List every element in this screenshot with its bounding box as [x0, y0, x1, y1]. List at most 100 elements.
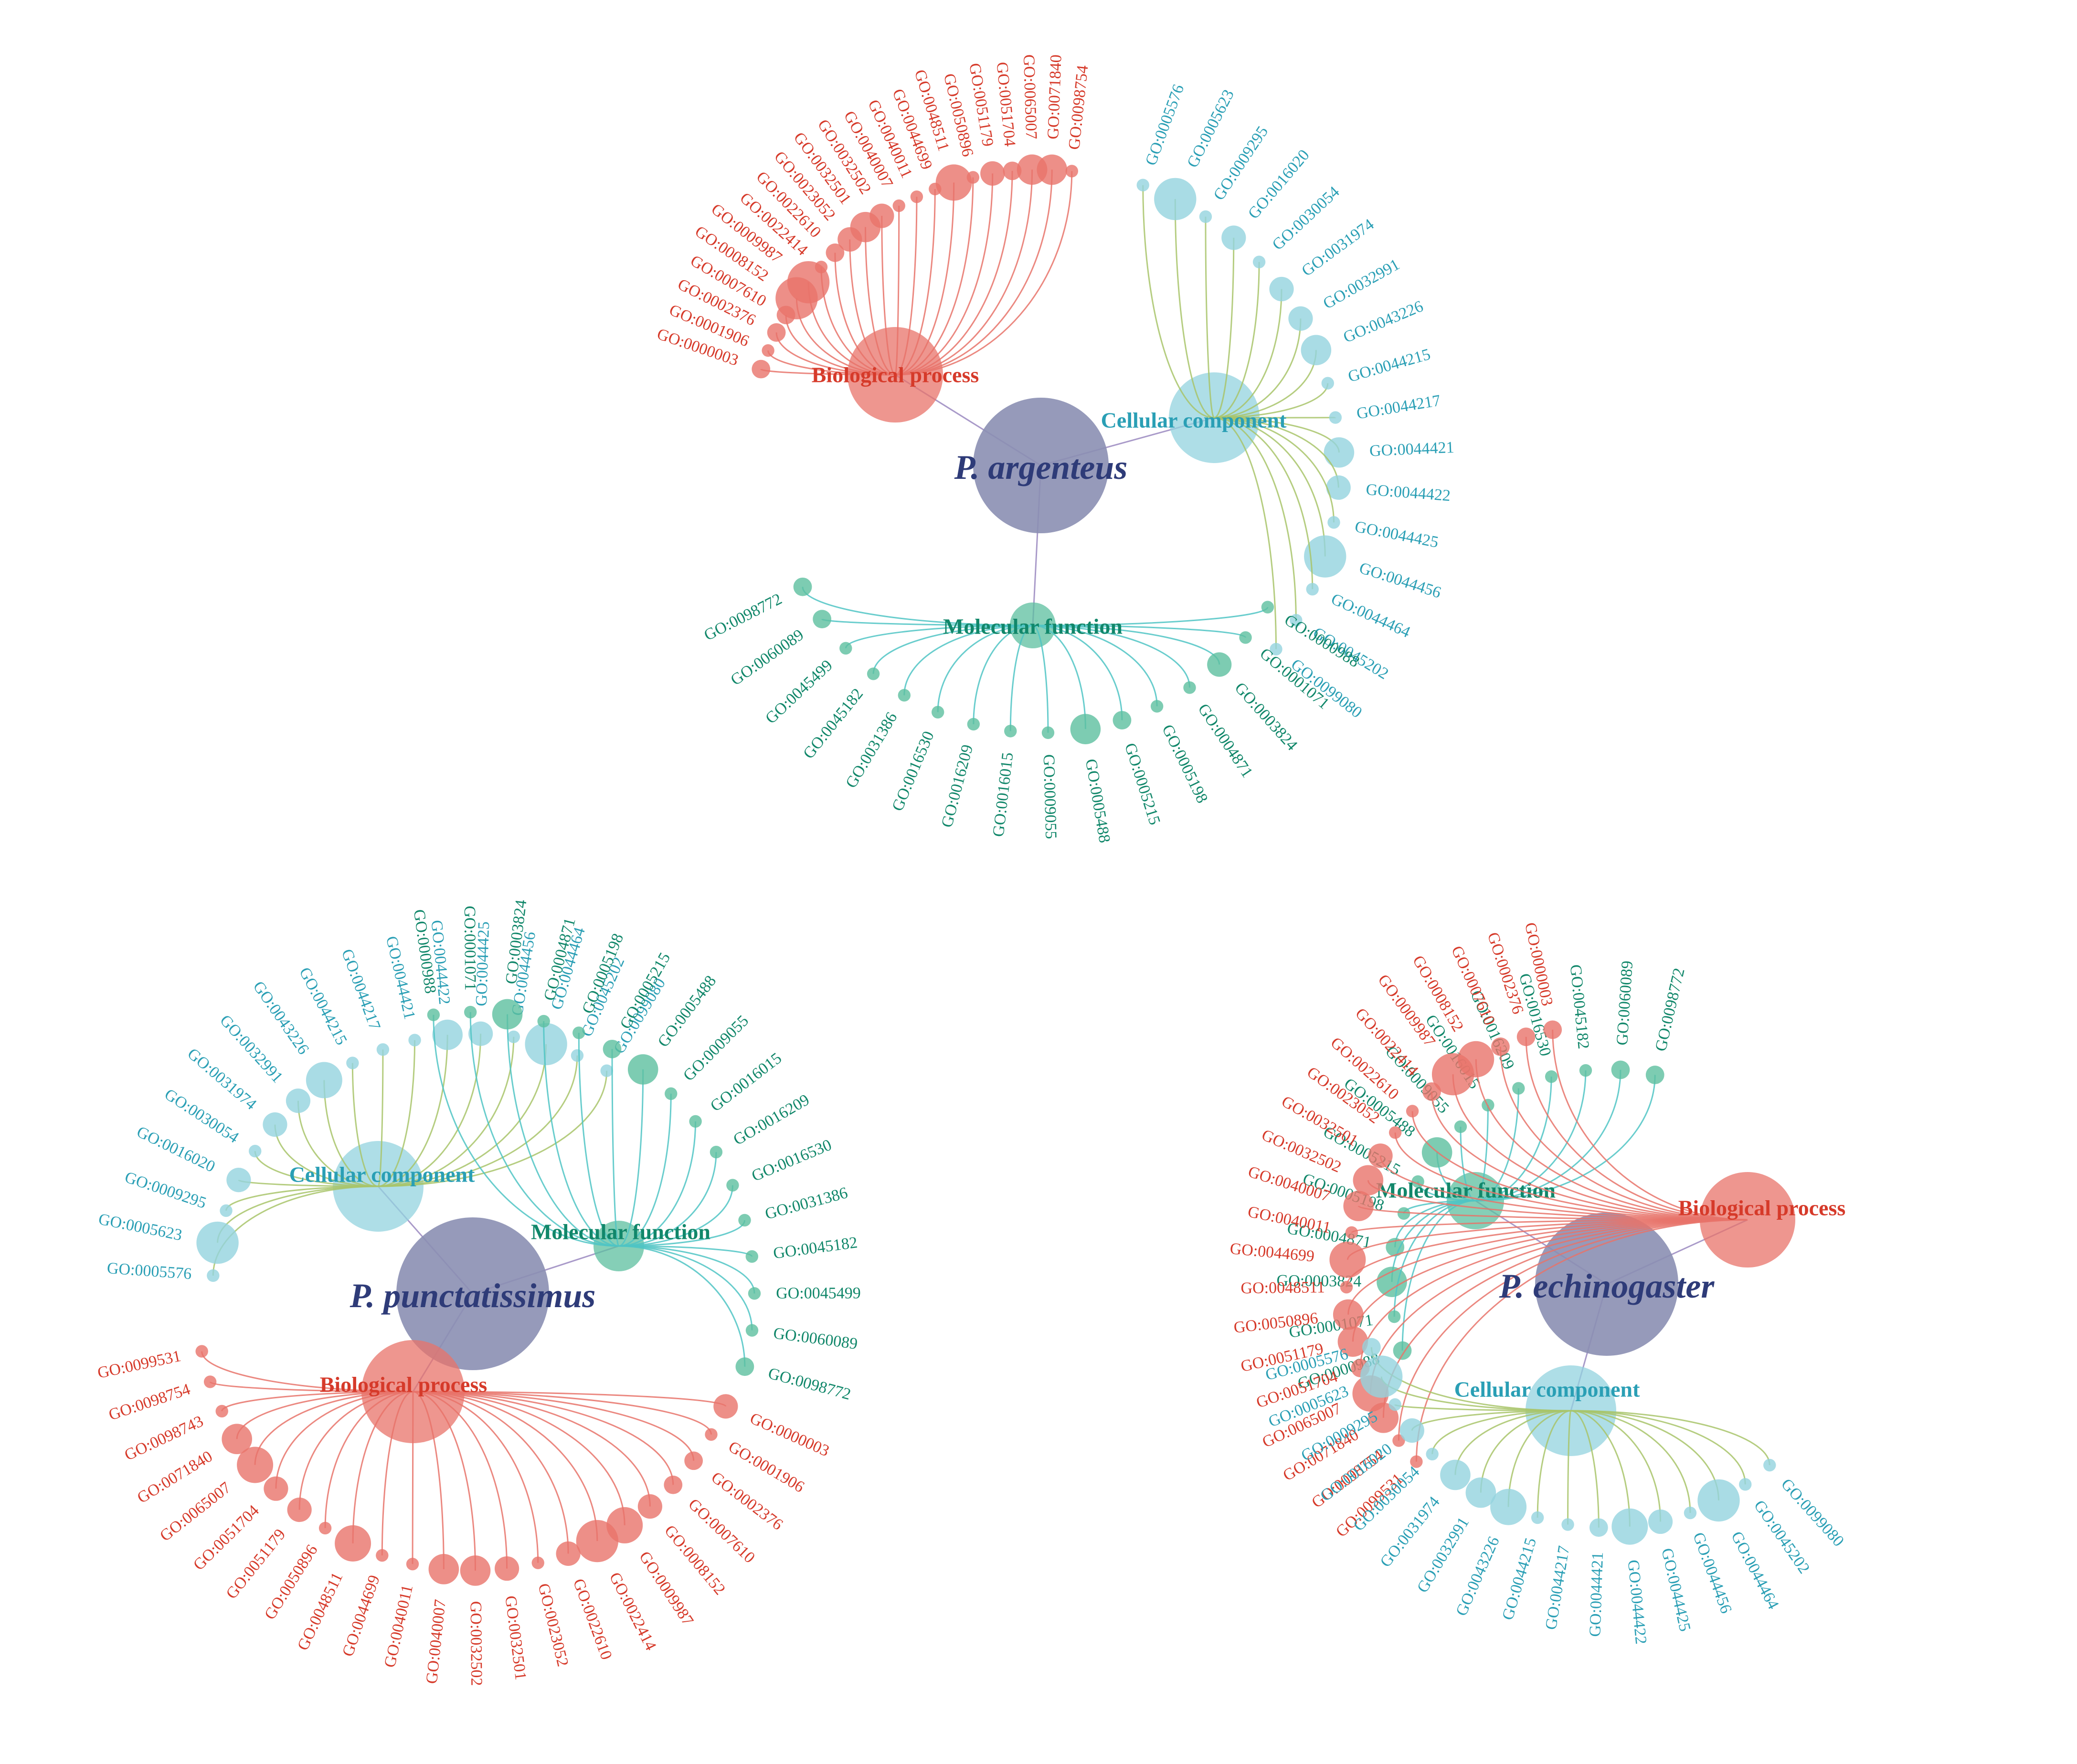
p-argenteus-edge-go-0030054: [1214, 262, 1260, 419]
p-echinogaster-term-node-go-0044456: [1684, 1506, 1697, 1520]
p-echinogaster-term-label-go-0044699: GO:0044699: [1229, 1240, 1315, 1266]
p-punctatissimus-term-node-go-0098743: [215, 1405, 228, 1418]
p-argenteus-term-label-go-0098754: GO:0098754: [1065, 64, 1091, 150]
p-punctatissimus-term-label-go-0045182: GO:0045182: [772, 1234, 858, 1262]
p-echinogaster-edge-go-0022414: [1431, 1091, 1748, 1221]
p-echinogaster-edge-go-0000988: [1401, 1200, 1476, 1351]
p-punctatissimus-edge-go-0002376: [413, 1391, 695, 1461]
p-argenteus-term-node-go-0001906: [762, 344, 774, 357]
p-echinogaster-term-node-go-0045202: [1739, 1478, 1752, 1491]
p-echinogaster-term-node-go-0001071: [1388, 1310, 1401, 1323]
p-argenteus-term-node-go-0044425: [1327, 516, 1340, 529]
p-punctatissimus-term-node-go-0071840: [222, 1424, 252, 1455]
p-argenteus-term-label-go-0045182: GO:0045182: [800, 685, 867, 762]
p-echinogaster-term-node-go-0044425: [1648, 1509, 1673, 1534]
p-echinogaster-term-node-go-0071840: [1368, 1403, 1399, 1433]
p-echinogaster-term-node-go-0000988: [1393, 1341, 1412, 1360]
p-punctatissimus-edge-go-0030054: [254, 1151, 379, 1187]
p-argenteus-edge-go-0065007: [895, 169, 1033, 376]
p-argenteus-term-label-go-0044456: GO:0044456: [1357, 559, 1443, 602]
p-punctatissimus-edge-go-0044422: [378, 1035, 448, 1187]
p-punctatissimus-term-label-go-0098772: GO:0098772: [766, 1364, 853, 1404]
p-argenteus-edge-go-0044464: [1214, 417, 1314, 590]
p-echinogaster-term-node-go-0099531: [1410, 1455, 1423, 1468]
p-punctatissimus-term-node-go-0043226: [306, 1062, 342, 1099]
p-punctatissimus-edge-go-0044215: [351, 1063, 379, 1187]
p-punctatissimus-term-label-go-0044699: GO:0044699: [339, 1573, 383, 1659]
p-punctatissimus-edge-go-0032501: [413, 1391, 508, 1569]
p-punctatissimus-term-node-go-0044464: [525, 1023, 567, 1066]
p-punctatissimus-term-node-go-0005623: [196, 1221, 239, 1264]
p-argenteus-edge-go-0045182: [872, 624, 1033, 674]
p-punctatissimus-term-node-go-0040011: [406, 1557, 419, 1571]
p-punctatissimus-edge-go-0016015: [618, 1121, 697, 1247]
p-argenteus-term-node-go-0045182: [867, 667, 880, 680]
p-punctatissimus-term-label-go-0009055: GO:0009055: [680, 1012, 752, 1085]
p-argenteus-edge-go-0032991: [1214, 318, 1302, 419]
p-argenteus-term-label-go-0044217: GO:0044217: [1356, 391, 1442, 423]
p-echinogaster-term-node-go-0044422: [1611, 1508, 1648, 1545]
p-echinogaster-edge-go-0007610: [1499, 1046, 1748, 1221]
p-punctatissimus-edge-go-0050896: [324, 1391, 413, 1528]
p-argenteus-term-node-go-0050896: [966, 171, 980, 184]
p-argenteus-edge-go-0004871: [1032, 624, 1191, 688]
p-punctatissimus-term-node-go-0001906: [705, 1428, 718, 1441]
p-echinogaster-edge-go-0043226: [1507, 1410, 1571, 1507]
p-echinogaster-term-node-go-0002376: [1516, 1027, 1536, 1046]
p-argenteus-term-node-go-0016020: [1221, 225, 1246, 250]
p-argenteus-edge-go-0045202: [1214, 417, 1297, 621]
p-punctatissimus-term-node-go-0065007: [237, 1447, 274, 1483]
p-argenteus-term-node-go-0043226: [1301, 335, 1332, 366]
p-punctatissimus-edge-go-0045202: [378, 1055, 578, 1187]
p-punctatissimus-term-label-go-0098754: GO:0098754: [106, 1380, 192, 1424]
p-echinogaster-term-node-go-0050896: [1333, 1299, 1364, 1330]
p-punctatissimus-term-label-go-0022610: GO:0022610: [570, 1576, 615, 1662]
p-punctatissimus-term-node-go-0060089: [745, 1324, 759, 1337]
p-argenteus-term-label-go-0071840: GO:0071840: [1044, 54, 1065, 140]
p-punctatissimus-edge-go-0044421: [378, 1040, 416, 1187]
p-argenteus-edge-go-0005198: [1032, 624, 1158, 707]
p-punctatissimus-species-label: P. punctatissimus: [350, 1277, 596, 1315]
p-argenteus-cc-category-label: Cellular component: [1101, 408, 1287, 433]
p-argenteus-term-label-go-0098772: GO:0098772: [701, 590, 785, 644]
p-punctatissimus-term-node-go-0044215: [346, 1056, 359, 1069]
p-punctatissimus-edge-go-0016209: [618, 1152, 717, 1247]
p-punctatissimus-term-node-go-0098754: [203, 1375, 217, 1388]
p-echinogaster-edge-go-0022610: [1411, 1111, 1748, 1221]
p-argenteus-edge-go-0051704: [895, 170, 1013, 376]
p-argenteus-term-node-go-0005576: [1136, 179, 1149, 191]
p-argenteus-term-node-go-0005215: [1113, 711, 1132, 729]
p-argenteus-edge-go-0016530: [937, 624, 1033, 712]
p-punctatissimus-term-node-go-0000988: [427, 1008, 440, 1021]
p-echinogaster-term-label-go-0044456: GO:0044456: [1689, 1530, 1735, 1616]
p-echinogaster-term-node-go-0005198: [1397, 1207, 1410, 1220]
p-argenteus-edge-go-0045499: [845, 624, 1033, 649]
p-argenteus-edge-go-0005488: [1032, 624, 1086, 729]
p-echinogaster-term-node-go-0044217: [1561, 1518, 1574, 1531]
p-argenteus-mf-category-label: Molecular function: [943, 614, 1123, 639]
p-punctatissimus-term-node-go-0048511: [335, 1525, 371, 1562]
p-punctatissimus-term-node-go-0031974: [263, 1112, 287, 1137]
p-echinogaster-term-node-go-0048511: [1340, 1280, 1353, 1294]
p-punctatissimus-edge-go-0009055: [618, 1093, 672, 1247]
p-argenteus-edge-go-0098772: [802, 587, 1033, 626]
p-punctatissimus-term-node-go-0009295: [220, 1204, 233, 1217]
p-punctatissimus-term-label-go-0044217: GO:0044217: [338, 947, 384, 1032]
p-argenteus-term-node-go-0000003: [752, 359, 771, 379]
p-argenteus-edge-go-0023052: [849, 239, 896, 376]
p-echinogaster-term-label-go-0098772: GO:0098772: [1652, 966, 1688, 1053]
cluster-p-argenteus: GO:0000003GO:0001906GO:0002376GO:0007610…: [655, 54, 1454, 844]
p-argenteus-term-node-go-0098772: [793, 577, 812, 596]
p-punctatissimus-term-node-go-0005576: [207, 1269, 220, 1282]
p-argenteus-term-node-go-0044421: [1324, 437, 1355, 468]
p-argenteus-term-node-go-0044464: [1306, 582, 1319, 596]
p-punctatissimus-edge-go-0040007: [413, 1391, 445, 1569]
p-punctatissimus-cc-category-label: Cellular component: [289, 1162, 476, 1187]
p-punctatissimus-edge-go-0044425: [378, 1034, 482, 1187]
p-punctatissimus-term-label-go-0040007: GO:0040007: [423, 1598, 449, 1684]
p-punctatissimus-term-label-go-0044421: GO:0044421: [382, 934, 419, 1021]
p-echinogaster-term-node-go-0098772: [1645, 1066, 1664, 1084]
p-echinogaster-term-node-go-0032501: [1368, 1143, 1393, 1168]
p-punctatissimus-term-label-go-0016015: GO:0016015: [707, 1049, 785, 1115]
p-echinogaster-term-node-go-0060089: [1611, 1060, 1630, 1079]
